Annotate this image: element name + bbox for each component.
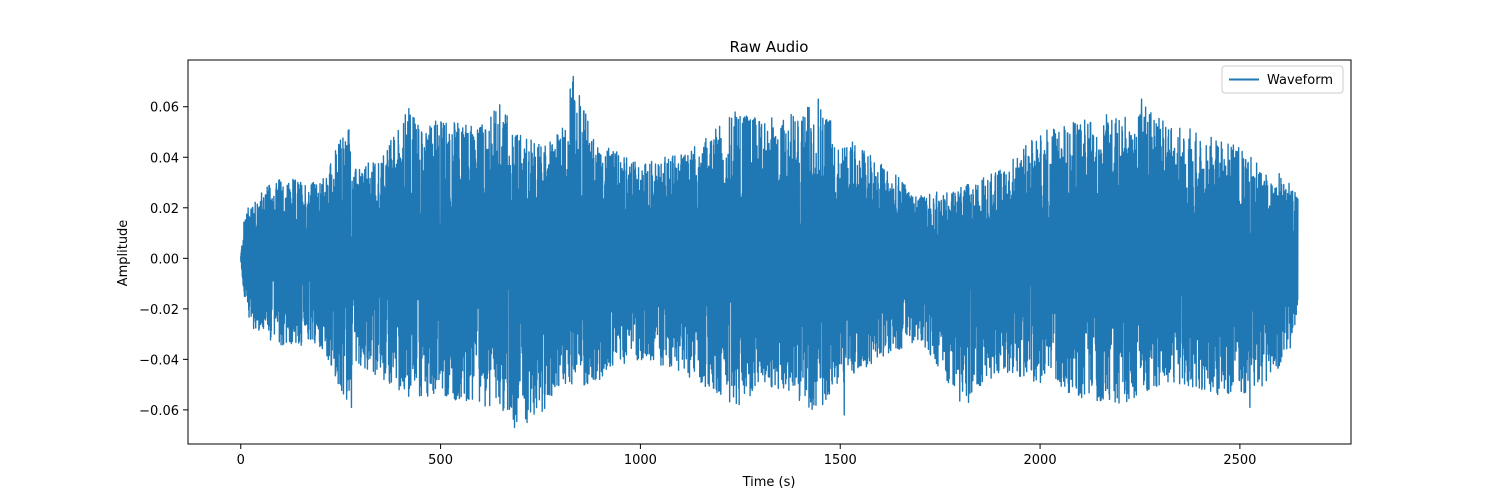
x-axis-title: Time (s) [742, 475, 796, 490]
axes-frame [187, 59, 1352, 445]
y-axis-title: Amplitude [116, 220, 131, 287]
y-tick-label: 0.02 [150, 202, 179, 217]
x-tick-label: 0 [237, 453, 245, 468]
y-tick-label: −0.04 [139, 353, 179, 368]
y-axis: −0.06 −0.04 −0.02 0.00 0.02 0.04 0.06 [139, 101, 188, 419]
waveform-line [240, 75, 1299, 429]
x-tick-label: 500 [428, 453, 453, 468]
y-tick-label: 0.04 [150, 151, 179, 166]
y-tick-label: −0.06 [139, 404, 179, 419]
y-tick-label: 0.06 [150, 101, 179, 116]
legend-label: Waveform [1267, 73, 1333, 88]
x-tick-label: 1500 [824, 453, 857, 468]
x-axis: 0 500 1000 1500 2000 2500 [237, 444, 1256, 468]
x-tick-label: 2000 [1024, 453, 1057, 468]
plot-area [240, 75, 1299, 429]
chart-title: Raw Audio [730, 38, 809, 56]
x-tick-label: 2500 [1223, 453, 1256, 468]
legend: Waveform [1221, 65, 1344, 94]
y-tick-label: 0.00 [150, 252, 179, 267]
x-tick-label: 1000 [624, 453, 657, 468]
y-tick-label: −0.02 [139, 303, 179, 318]
legend-box [1221, 65, 1344, 94]
